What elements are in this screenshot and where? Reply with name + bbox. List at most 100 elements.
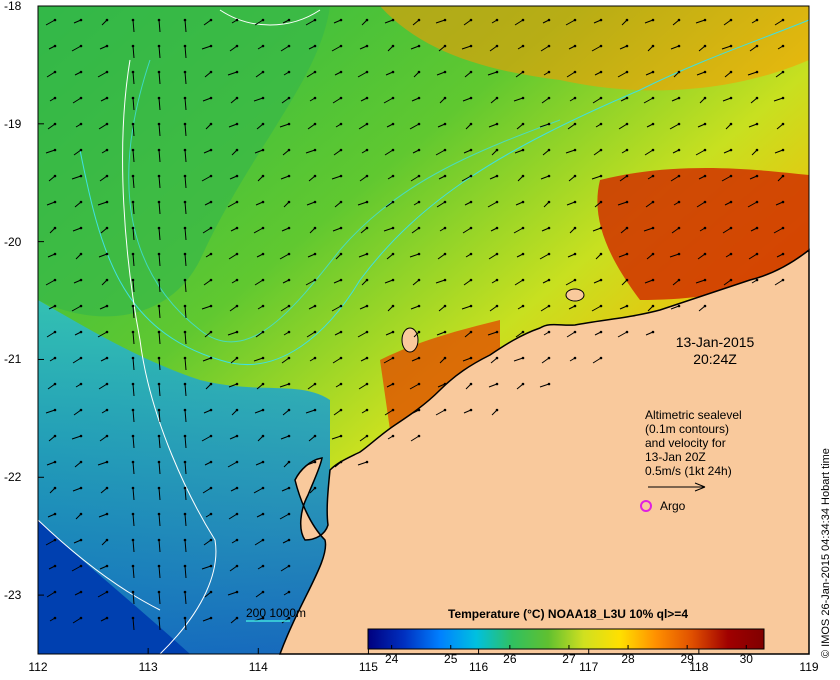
velocity-arrow [282, 149, 290, 156]
velocity-arrow-origin [625, 174, 629, 178]
velocity-arrow-origin [131, 18, 135, 22]
velocity-arrow-origin [287, 96, 291, 100]
velocity-arrow [773, 227, 784, 234]
map-border [37, 5, 810, 655]
velocity-arrow-origin [105, 590, 109, 594]
velocity-arrow-origin [521, 252, 525, 256]
velocity-arrow [696, 71, 706, 76]
velocity-arrow-origin [417, 148, 421, 152]
velocity-arrow-origin [495, 382, 499, 386]
velocity-arrow-origin [157, 252, 161, 256]
velocity-arrow [46, 461, 56, 466]
velocity-arrow-origin [391, 44, 395, 48]
velocity-arrow [71, 175, 82, 180]
x-tick-label: 114 [248, 660, 268, 674]
velocity-arrow-origin [521, 226, 525, 230]
velocity-arrow [618, 123, 628, 130]
velocity-arrow [722, 227, 732, 234]
velocity-arrow-origin [105, 460, 109, 464]
velocity-arrow [774, 149, 784, 154]
x-tick-label: 115 [358, 660, 378, 674]
velocity-arrow [566, 331, 576, 338]
velocity-arrow-origin [443, 70, 447, 74]
velocity-arrow [540, 305, 550, 312]
velocity-arrow-origin [287, 408, 291, 412]
velocity-arrow-origin [521, 200, 525, 204]
velocity-arrow-origin [365, 174, 369, 178]
velocity-arrow-origin [313, 486, 317, 490]
velocity-arrow [132, 97, 135, 111]
velocity-arrow [184, 383, 187, 397]
velocity-arrow-origin [131, 174, 135, 178]
velocity-arrow [202, 227, 212, 234]
velocity-arrow-origin [261, 96, 265, 100]
velocity-arrow [487, 331, 498, 336]
velocity-arrow-origin [521, 330, 525, 334]
y-tick-label: -21 [4, 352, 22, 367]
velocity-arrow-origin [677, 96, 681, 100]
velocity-arrow-origin [105, 278, 109, 282]
velocity-arrow-origin [365, 460, 369, 464]
velocity-arrow [643, 97, 654, 104]
velocity-arrow-origin [209, 278, 213, 282]
velocity-arrow-origin [677, 304, 681, 308]
velocity-arrow [132, 357, 135, 371]
velocity-arrow-origin [547, 278, 551, 282]
velocity-arrow-origin [105, 486, 109, 490]
velocity-arrow-origin [313, 44, 317, 48]
velocity-arrow [158, 331, 161, 345]
velocity-arrow [72, 227, 82, 232]
velocity-arrow [436, 71, 446, 76]
velocity-arrow [409, 123, 420, 130]
velocity-arrow-origin [53, 18, 57, 22]
velocity-arrow-origin [261, 512, 265, 516]
velocity-arrow [184, 487, 187, 501]
velocity-arrow [230, 357, 238, 364]
velocity-arrow-origin [573, 252, 577, 256]
y-tick-label: -20 [4, 234, 22, 249]
velocity-arrow [436, 201, 446, 208]
velocity-arrow-origin [79, 434, 83, 438]
velocity-arrow [566, 201, 576, 206]
velocity-arrow [617, 331, 628, 338]
velocity-arrow-origin [703, 200, 707, 204]
velocity-arrow-origin [677, 252, 681, 256]
velocity-arrow [488, 253, 498, 260]
velocity-arrow [487, 201, 498, 208]
velocity-arrow-origin [625, 70, 629, 74]
velocity-arrow-origin [677, 174, 681, 178]
velocity-arrow [204, 71, 212, 78]
velocity-arrow-origin [365, 122, 369, 126]
velocity-arrow-origin [261, 226, 265, 230]
velocity-arrow-origin [287, 564, 291, 568]
velocity-arrow [617, 71, 628, 78]
velocity-arrow-origin [235, 460, 239, 464]
argo-label: Argo [660, 499, 686, 513]
velocity-arrow [306, 331, 316, 338]
velocity-arrow [514, 149, 524, 154]
velocity-arrow [671, 227, 680, 234]
velocity-arrow-origin [261, 330, 265, 334]
velocity-arrow-origin [339, 226, 343, 230]
velocity-arrow-origin [417, 70, 421, 74]
velocity-arrow-origin [391, 148, 395, 152]
velocity-arrow [644, 19, 654, 24]
velocity-arrow-origin [417, 408, 421, 412]
velocity-arrow-origin [209, 44, 213, 48]
velocity-arrow-origin [131, 148, 135, 152]
velocity-arrow [568, 175, 576, 182]
velocity-arrow [98, 253, 108, 258]
velocity-arrow-origin [469, 148, 473, 152]
velocity-arrow [333, 149, 342, 156]
velocity-arrow-origin [391, 226, 395, 230]
velocity-arrow-origin [157, 356, 161, 360]
velocity-arrow-origin [53, 330, 57, 334]
velocity-arrow-origin [313, 70, 317, 74]
velocity-arrow-origin [235, 252, 239, 256]
velocity-arrow-origin [365, 304, 369, 308]
velocity-arrow [97, 461, 108, 466]
velocity-arrow-origin [469, 70, 473, 74]
velocity-arrow [358, 383, 368, 390]
velocity-arrow [255, 591, 264, 598]
velocity-arrow-origin [573, 278, 577, 282]
